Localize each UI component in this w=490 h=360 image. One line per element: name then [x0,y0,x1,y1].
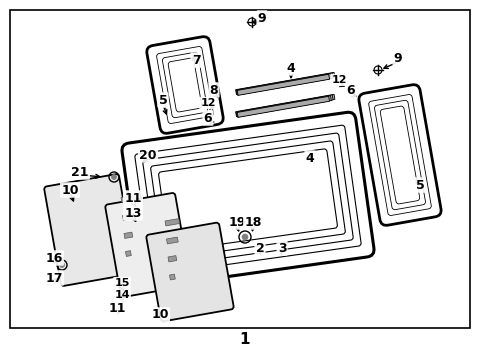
Bar [124,232,133,238]
FancyBboxPatch shape [236,72,335,95]
Bar [10,10,470,328]
FancyBboxPatch shape [147,37,223,133]
Circle shape [59,262,65,267]
Text: 4: 4 [287,62,295,75]
Text: 3: 3 [278,242,286,255]
Text: 11: 11 [124,192,142,204]
Text: 1: 1 [240,333,250,347]
FancyBboxPatch shape [237,74,329,95]
Text: 7: 7 [192,54,200,67]
FancyBboxPatch shape [147,223,234,321]
Text: 5: 5 [416,179,424,192]
FancyBboxPatch shape [237,96,329,117]
FancyBboxPatch shape [236,73,333,95]
Text: 12: 12 [331,75,347,85]
Text: 20: 20 [139,149,157,162]
Bar [170,274,175,280]
Text: 6: 6 [204,112,212,125]
FancyBboxPatch shape [122,112,374,288]
Bar [165,219,180,226]
Text: 10: 10 [151,309,169,321]
Bar [168,256,177,262]
Circle shape [242,234,248,240]
Text: 17: 17 [45,271,63,284]
Text: 6: 6 [347,84,355,96]
FancyBboxPatch shape [236,95,333,117]
Text: 9: 9 [258,12,266,24]
Text: 21: 21 [71,166,89,179]
Text: 14: 14 [114,290,130,300]
Text: 16: 16 [45,252,63,265]
FancyBboxPatch shape [236,94,335,117]
Text: 9: 9 [393,51,402,64]
Bar [125,251,131,256]
Text: 11: 11 [108,302,126,315]
Text: 8: 8 [210,84,219,96]
Text: 13: 13 [124,207,142,220]
Text: 4: 4 [306,152,315,165]
Text: 12: 12 [200,98,216,108]
Text: 15: 15 [114,278,130,288]
Circle shape [112,175,117,180]
Text: 18: 18 [245,216,262,229]
Bar [167,237,178,244]
Text: 2: 2 [256,242,265,255]
Bar [121,195,136,202]
Bar [122,213,134,220]
FancyBboxPatch shape [237,74,331,95]
FancyBboxPatch shape [105,193,191,297]
Text: 5: 5 [159,94,168,107]
FancyBboxPatch shape [359,85,441,225]
FancyBboxPatch shape [237,96,331,117]
Text: 10: 10 [61,184,79,197]
FancyBboxPatch shape [44,174,136,286]
Text: 19: 19 [228,216,245,229]
